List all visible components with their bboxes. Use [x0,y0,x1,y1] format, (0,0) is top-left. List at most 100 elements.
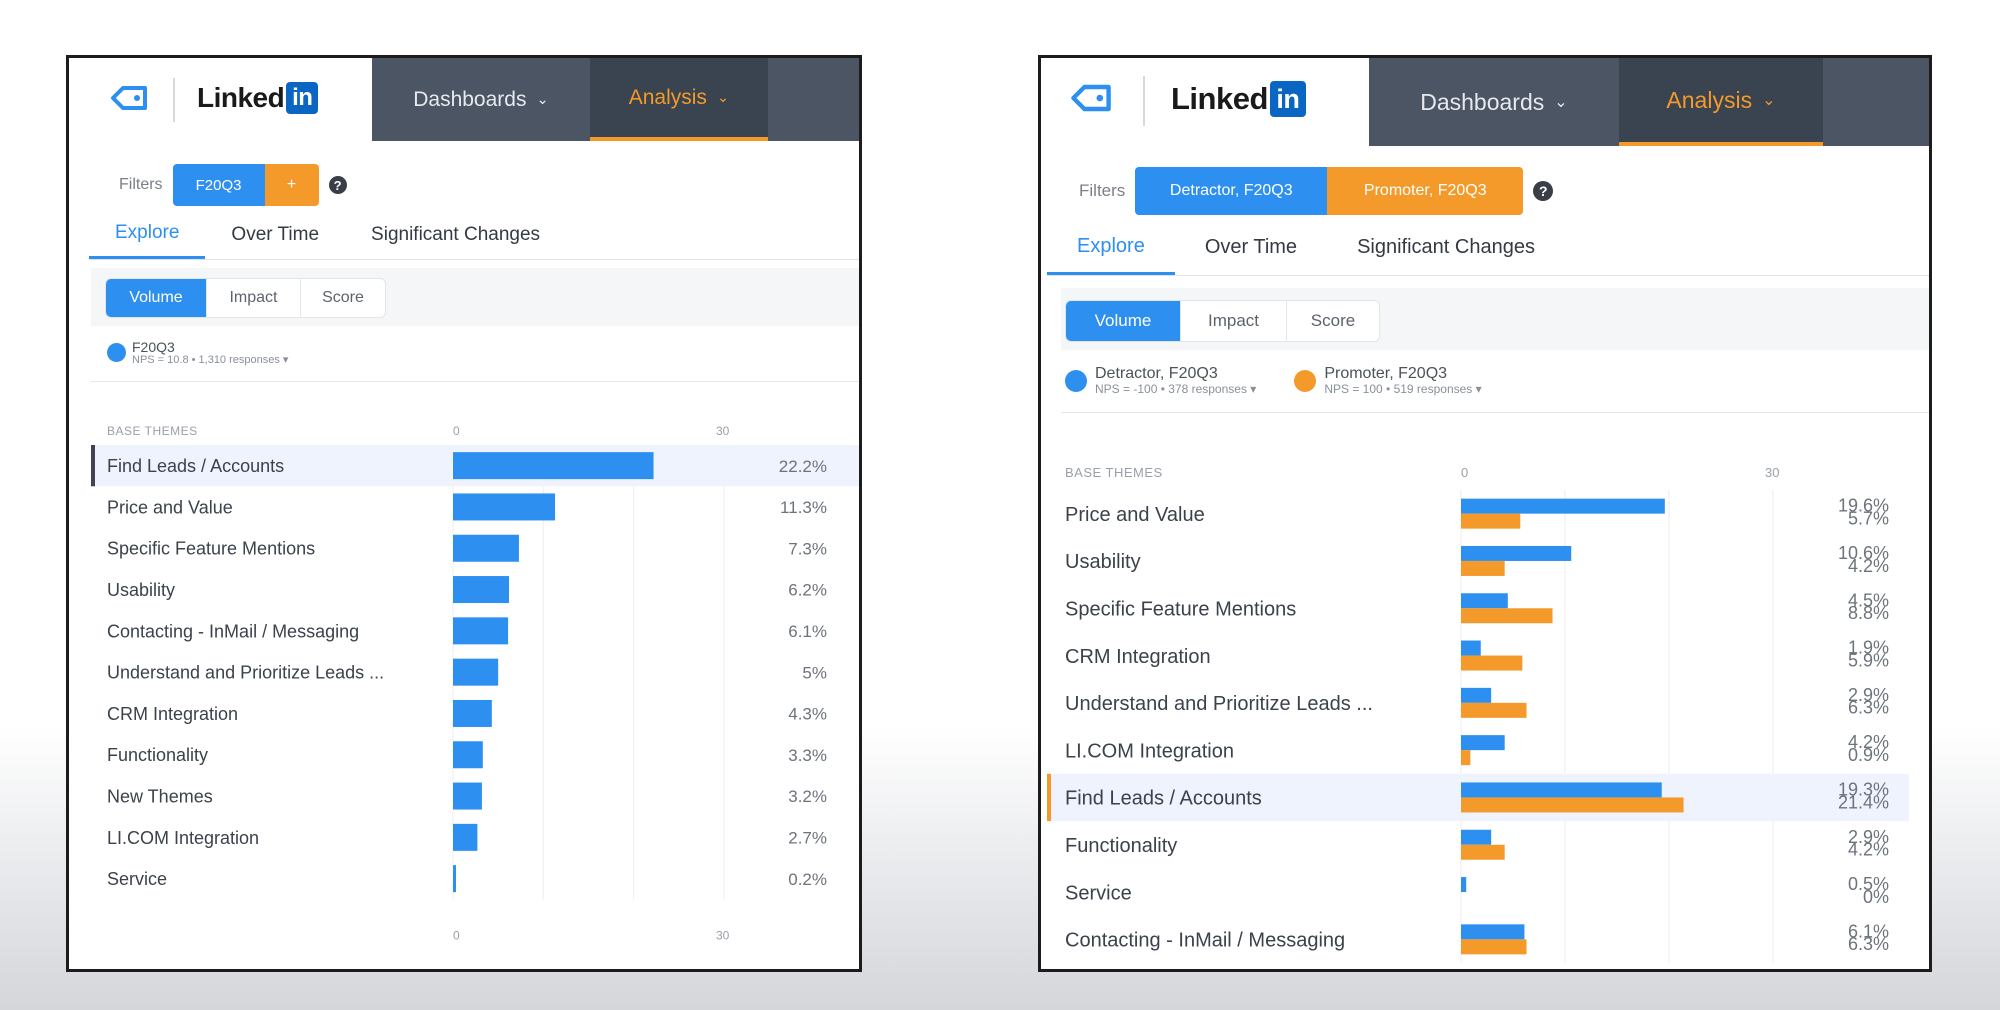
mode-score[interactable]: Score [322,289,364,306]
legend-meta: NPS = -100 • 378 responses ▾ [1095,381,1257,396]
nav-bar: Dashboards ⌄ Analysis ⌄ [372,58,859,141]
legend: F20Q3 NPS = 10.8 • 1,310 responses ▾ [107,340,288,366]
data-label: 2.9% [1848,685,1889,705]
help-icon[interactable]: ? [1533,181,1554,201]
axis-tick-label: 30 [716,424,730,438]
chevron-down-icon: ⌄ [716,90,730,106]
category-label: Functionality [1065,835,1177,857]
chevron-down-icon: ⌄ [1762,91,1776,109]
highlight-accent [91,445,95,487]
legend-name: Detractor, F20Q3 [1095,365,1218,382]
tab-over-time[interactable]: Over Time [231,223,320,245]
category-label: New Themes [107,787,213,807]
nav-dashboards[interactable]: Dashboards ⌄ [1369,58,1619,146]
bar [1461,687,1492,703]
bar [1461,545,1572,561]
axis-tick-label: 0 [453,424,460,438]
data-label: 22.2% [779,457,827,476]
data-label: 4.3% [788,705,827,724]
axis-tick-label: 0 [453,928,460,942]
category-label: Understand and Prioritize Leads ... [107,663,384,683]
bar [1461,924,1525,940]
bar [453,782,482,810]
filter-chip-f20q3[interactable]: F20Q3 [172,164,265,206]
mode-volume[interactable]: Volume [1066,301,1181,341]
legend-dot [1294,370,1317,392]
mode-volume[interactable]: Volume [106,279,207,317]
logo-in-box: in [286,82,319,114]
bar [453,534,519,562]
nav-dashboards[interactable]: Dashboards ⌄ [372,58,590,141]
category-label: CRM Integration [107,704,238,724]
nav-analysis-label: Analysis [628,85,707,109]
data-label: 3.2% [788,787,827,806]
tag-icon[interactable] [1069,80,1113,116]
nav-analysis[interactable]: Analysis ⌄ [590,58,768,141]
help-icon[interactable]: ? [328,176,347,194]
category-label: LI.COM Integration [107,828,259,848]
filter-chip-detractor[interactable]: Detractor, F20Q3 [1135,167,1328,215]
brand-area: Linked in [69,58,372,141]
tab-explore[interactable]: Explore [89,210,206,259]
tab-significant-changes[interactable]: Significant Changes [371,223,541,245]
tab-over-time[interactable]: Over Time [1204,236,1298,258]
tab-explore[interactable]: Explore [1047,220,1175,275]
mode-impact[interactable]: Impact [207,279,301,317]
brand-separator [1143,76,1145,126]
bar [1461,877,1467,893]
right-dashboard-panel: Linked in Dashboards ⌄ Analysis ⌄ Filters … [1038,55,1932,972]
filters-label: Filters [119,176,163,193]
bar [453,823,478,851]
add-filter-button[interactable]: + [264,164,319,206]
mode-score[interactable]: Score [1310,311,1356,330]
category-label: Specific Feature Mentions [1065,598,1296,620]
legend-divider [1061,412,1929,413]
nav-bar: Dashboards ⌄ Analysis ⌄ [1369,58,1929,146]
category-label: Service [107,869,167,889]
legend-item-f20q3[interactable]: F20Q3 NPS = 10.8 • 1,310 responses ▾ [107,340,288,366]
bar [1461,593,1508,609]
data-label: 0.2% [788,870,827,889]
category-label: Usability [107,580,175,600]
data-label: 8.8% [1848,603,1889,623]
category-label: Service [1065,882,1132,904]
top-navigation: Linked in Dashboards ⌄ Analysis ⌄ [1041,58,1929,146]
legend-item-detractor[interactable]: Detractor, F20Q3 NPS = -100 • 378 respon… [1065,365,1257,396]
data-label: 4.5% [1848,590,1889,610]
data-label: 3.3% [788,746,827,765]
axis-tick-label: 0 [1461,465,1468,480]
category-label: Price and Value [107,497,233,517]
mode-toggle: Volume Impact Score [105,278,386,318]
category-label: Functionality [107,745,208,765]
data-label: 11.3% [780,498,827,517]
mode-toggle: Volume Impact Score [1065,300,1380,342]
bar [453,452,654,480]
category-label: Usability [1065,551,1141,573]
data-label: 4.2% [1848,840,1889,860]
category-label: Specific Feature Mentions [107,539,315,559]
data-label: 4.2% [1848,732,1889,752]
bar [1461,939,1527,955]
tab-significant-changes[interactable]: Significant Changes [1357,236,1535,258]
tag-icon[interactable] [109,82,149,114]
nav-analysis[interactable]: Analysis ⌄ [1619,58,1823,146]
left-dashboard-panel: Linked in Dashboards ⌄ Analysis ⌄ Filters … [66,55,862,972]
data-label: 5.9% [1848,650,1889,670]
bar [453,865,456,893]
logo-text: Linked [1171,81,1268,116]
bar [453,658,499,686]
data-label: 2.9% [1848,827,1889,847]
data-label: 19.6% [1838,496,1889,516]
nav-dashboards-label: Dashboards [413,87,527,111]
bar [1461,829,1492,845]
category-label: Price and Value [1065,504,1205,526]
bar [1461,702,1527,718]
axis-tick-label: 30 [1765,465,1779,480]
data-label: 6.3% [1848,698,1889,718]
mode-impact[interactable]: Impact [1181,301,1287,341]
axis-tick-label: 30 [716,928,730,942]
linkedin-logo: Linked in [1171,81,1306,117]
filter-chip-promoter[interactable]: Promoter, F20Q3 [1327,167,1524,215]
brand-area: Linked in [1041,58,1369,146]
legend-item-promoter[interactable]: Promoter, F20Q3 NPS = 100 • 519 response… [1294,365,1482,395]
